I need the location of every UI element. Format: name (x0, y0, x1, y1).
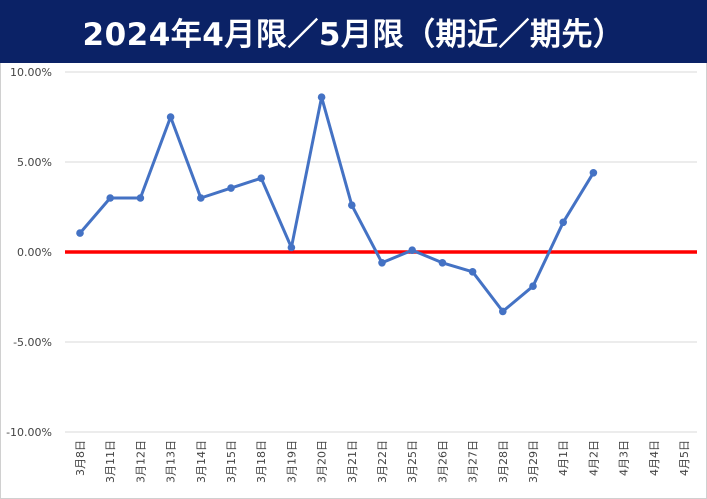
x-tick-label: 3月26日 (436, 440, 449, 483)
data-point (106, 194, 114, 202)
y-tick-label: 10.00% (10, 66, 52, 79)
x-tick-label: 3月27日 (467, 440, 480, 483)
data-point (378, 259, 386, 267)
data-point (76, 229, 84, 237)
data-point (197, 194, 205, 202)
x-tick-label: 3月14日 (195, 440, 208, 483)
data-point (348, 201, 356, 209)
data-point (589, 169, 598, 177)
data-point (468, 268, 477, 276)
chart-title: 2024年4月限／5月限（期近／期先） (0, 0, 707, 63)
data-points (76, 93, 598, 316)
data-point (136, 194, 145, 202)
x-tick-label: 3月18日 (255, 440, 268, 483)
data-point (559, 218, 567, 227)
data-point (317, 93, 326, 101)
data-point (408, 246, 417, 254)
series-line (78, 95, 595, 313)
series-line-group (78, 95, 595, 313)
x-tick-label: 4月1日 (557, 440, 570, 476)
x-axis-tick-labels: 3月8日 3月11日 3月12日 3月13日 3月14日 3月15日 3月18日 3月19日 3… (74, 440, 691, 483)
x-tick-label: 3月22日 (376, 440, 389, 483)
y-tick-label: -10.00% (6, 426, 52, 439)
data-point (499, 307, 507, 316)
data-point (438, 259, 447, 267)
x-tick-label: 3月11日 (104, 440, 117, 483)
y-axis-tick-labels: 10.00% 5.00% 0.00% -5.00% -10.00% (6, 66, 52, 439)
x-tick-label: 3月28日 (497, 440, 510, 483)
x-tick-label: 3月19日 (285, 440, 298, 483)
x-tick-label: 3月20日 (316, 440, 329, 483)
x-tick-label: 3月15日 (225, 440, 238, 483)
data-point (529, 282, 537, 291)
x-tick-label: 4月5日 (678, 440, 691, 476)
x-tick-label: 3月25日 (406, 440, 419, 483)
x-tick-label: 4月2日 (587, 440, 600, 476)
x-tick-label: 4月3日 (618, 440, 631, 476)
x-tick-label: 3月8日 (74, 440, 87, 476)
data-point (287, 243, 296, 252)
y-tick-label: 5.00% (17, 156, 52, 169)
x-tick-label: 3月21日 (346, 440, 359, 483)
x-tick-label: 4月4日 (648, 440, 661, 476)
y-tick-label: -5.00% (13, 336, 52, 349)
x-tick-label: 3月12日 (134, 440, 147, 483)
y-tick-label: 0.00% (17, 246, 52, 259)
x-tick-label: 3月29日 (527, 440, 540, 483)
data-point (227, 184, 235, 192)
x-tick-label: 3月13日 (165, 440, 178, 483)
data-point (166, 113, 175, 121)
data-point (257, 174, 266, 182)
